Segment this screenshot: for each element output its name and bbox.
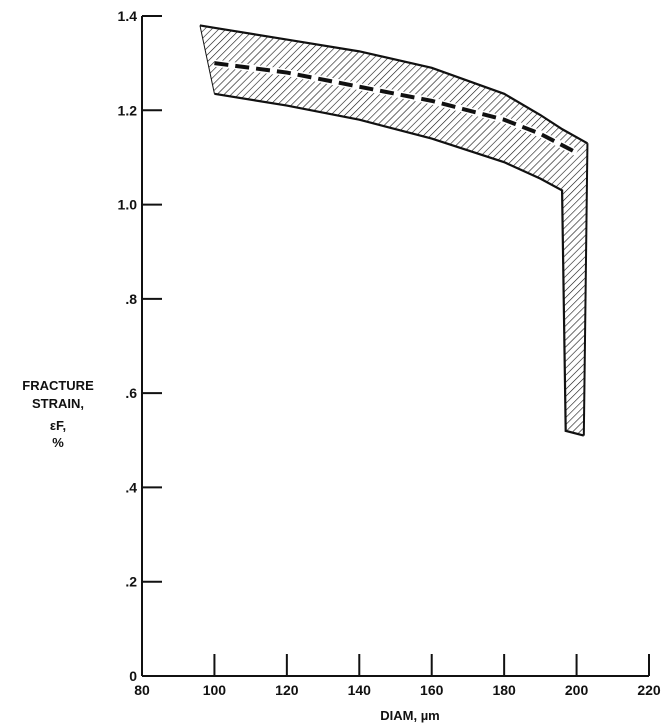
y-axis-title-line3: εF,: [50, 418, 66, 433]
y-tick-label: .6: [125, 385, 137, 401]
y-tick-label: 1.4: [118, 8, 138, 24]
y-tick-label: 1.2: [118, 102, 138, 118]
mean-dashed-line: [214, 61, 578, 155]
x-tick-label: 160: [420, 682, 444, 698]
x-axis-title: DIAM, µm: [380, 708, 440, 723]
y-tick-label: 1.0: [118, 197, 138, 213]
y-tick-label: .2: [125, 574, 137, 590]
band-left-edge: [199, 25, 215, 94]
band-right-edge: [582, 143, 589, 436]
hatched-band-fill: [199, 25, 588, 436]
x-tick-label: 120: [275, 682, 299, 698]
y-tick-label: .8: [125, 291, 137, 307]
band-upper-boundary: [199, 24, 588, 145]
y-axis-title-line1: FRACTURE: [22, 378, 94, 393]
x-tick-label: 200: [565, 682, 589, 698]
y-tick-label: .4: [125, 479, 137, 495]
x-tick-label: 140: [348, 682, 372, 698]
band-lower-boundary: [214, 92, 585, 437]
y-axis-title-line2: STRAIN,: [32, 396, 84, 411]
y-tick-label: 0: [129, 668, 137, 684]
x-tick-label: 100: [203, 682, 227, 698]
x-tick-label: 180: [492, 682, 516, 698]
x-tick-label: 80: [134, 682, 150, 698]
y-axis-title-line4: %: [52, 435, 64, 450]
x-tick-label: 220: [637, 682, 661, 698]
